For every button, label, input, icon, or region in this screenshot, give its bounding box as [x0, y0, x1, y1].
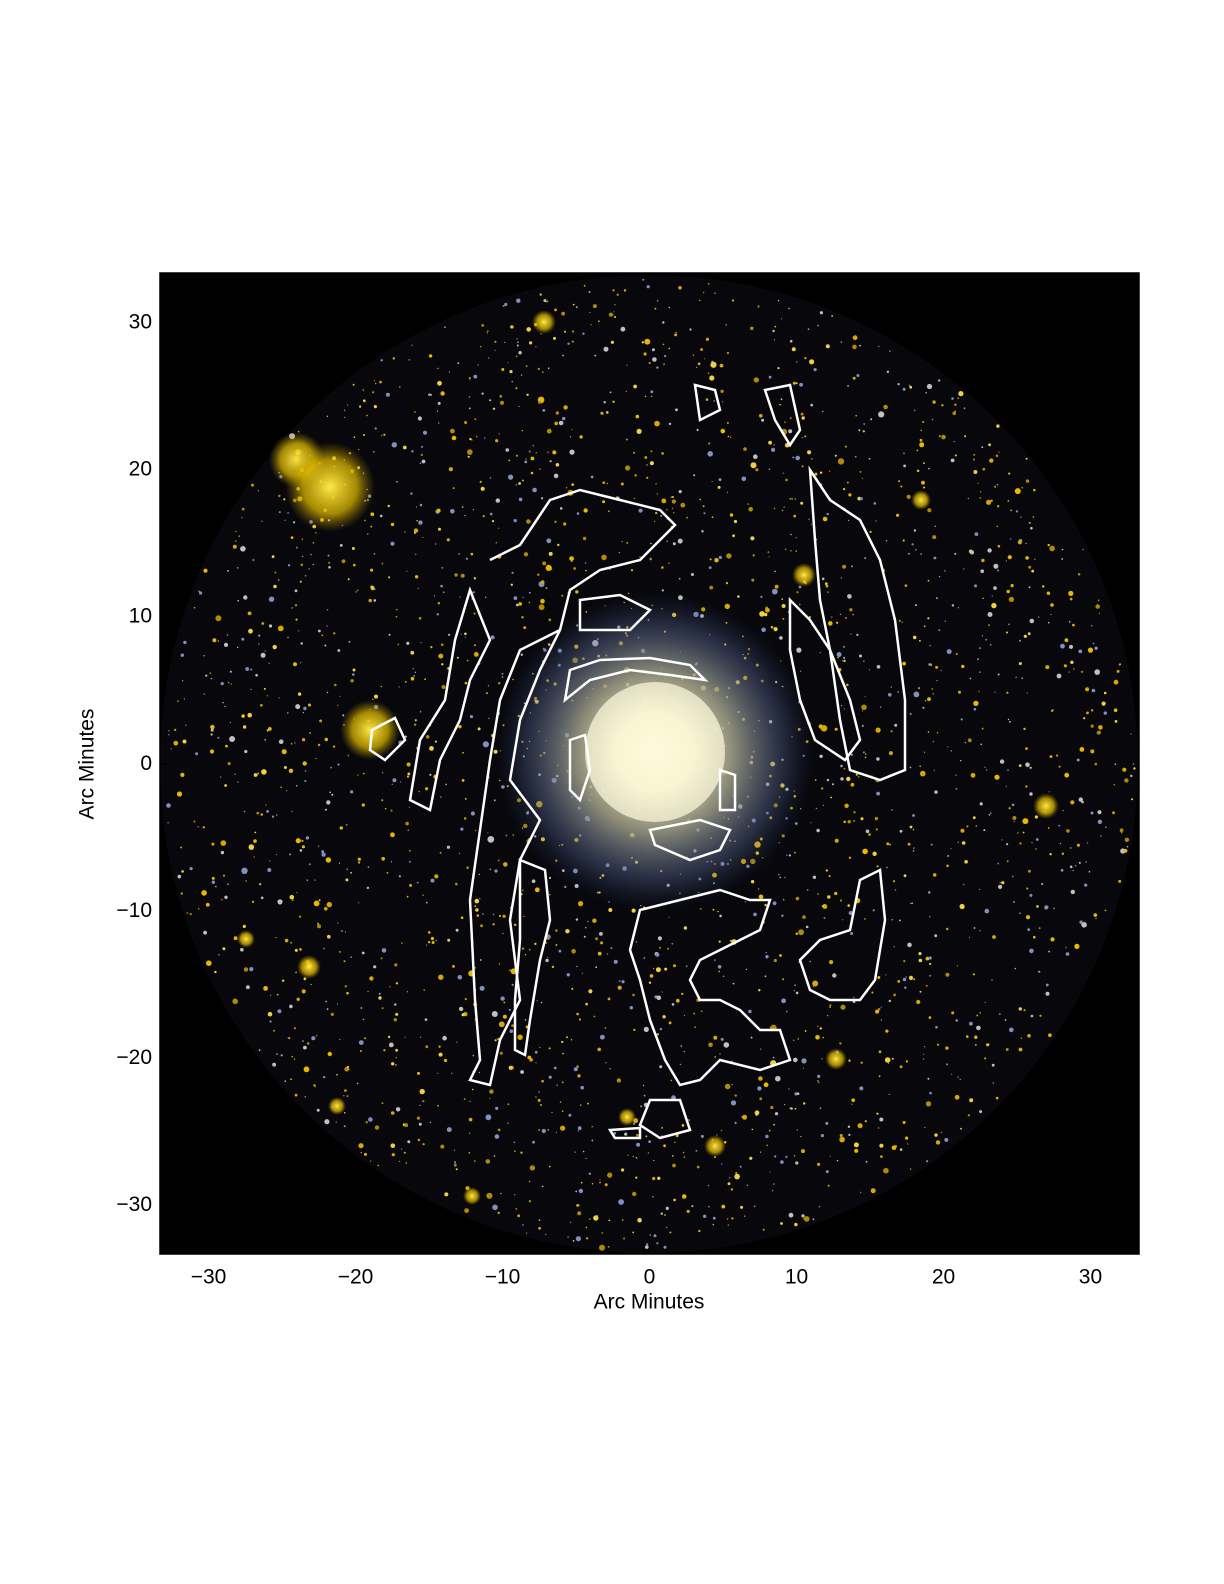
x-tick-label: −20: [338, 1266, 374, 1289]
x-axis-label: Arc Minutes: [594, 1291, 705, 1314]
x-tick-label: −30: [191, 1266, 227, 1289]
contours: [368, 383, 907, 1140]
y-tick-label: 0: [140, 752, 152, 775]
x-tick-label: −10: [485, 1266, 521, 1289]
y-axis-label: Arc Minutes: [76, 709, 99, 820]
galaxy-core: [585, 682, 725, 822]
x-tick-label: 10: [785, 1266, 808, 1289]
y-tick-label: 10: [129, 605, 152, 628]
y-tick-label: −10: [116, 899, 152, 922]
bright-stars: [237, 310, 1059, 1205]
y-tick-label: −30: [116, 1193, 152, 1216]
x-tick-label: 0: [644, 1266, 656, 1289]
y-tick-label: 20: [129, 458, 152, 481]
x-tick-label: 30: [1079, 1266, 1102, 1289]
y-tick-label: 30: [129, 311, 152, 334]
x-tick-label: 20: [932, 1266, 955, 1289]
y-tick-label: −20: [116, 1046, 152, 1069]
